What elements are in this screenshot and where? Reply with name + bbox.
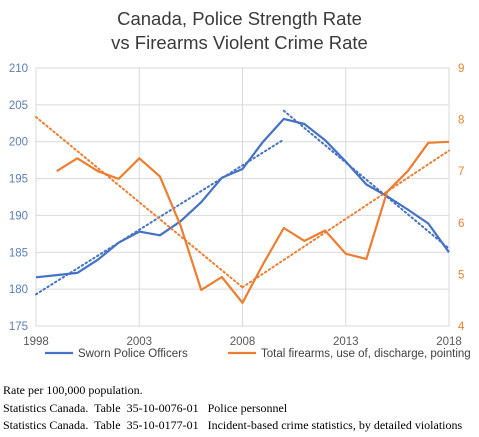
x-tick-label: 2003 [126,336,152,348]
y-right-tick-label: 5 [458,269,464,281]
y-right-tick-label: 4 [458,321,465,333]
y-left-tick-label: 205 [9,100,28,112]
note-source-police: Statistics Canada. Table 35-10-0076-01 P… [3,401,288,415]
chart-title-line-2: vs Firearms Violent Crime Rate [111,32,368,53]
y-left-tick-label: 195 [9,174,28,186]
y-right-tick-label: 7 [458,166,464,178]
trendline-firearms-1 [35,116,244,289]
y-left-tick-label: 210 [9,63,28,75]
note-source-crime: Statistics Canada. Table 35-10-0177-01 I… [3,418,463,432]
chart-title-line-1: Canada, Police Strength Rate [117,8,362,29]
series-line-police [35,117,450,279]
y-right-tick-label: 9 [458,63,464,75]
y-left-tick-label: 175 [9,321,28,333]
x-tick-label: 2008 [230,336,256,348]
y-right-tick-label: 8 [458,115,464,127]
x-tick-label: 1998 [23,336,49,348]
series-line-firearms [56,140,450,304]
y-left-tick-label: 200 [9,137,28,149]
x-tick-label: 2018 [436,336,462,348]
legend-item-police-label: Sworn Police Officers [78,348,188,360]
y-left-tick-label: 180 [9,284,28,296]
legend-item-firearms-label: Total firearms, use of, discharge, point… [261,348,471,360]
trendline-firearms-2 [241,149,450,289]
x-tick-label: 2013 [333,336,359,348]
trendline-police-1 [35,138,285,296]
y-left-tick-label: 190 [9,210,28,222]
y-right-tick-label: 6 [458,218,464,230]
trendline-police-2 [282,109,450,250]
y-left-tick-label: 185 [9,247,28,259]
note-rate: Rate per 100,000 population. [3,383,143,397]
